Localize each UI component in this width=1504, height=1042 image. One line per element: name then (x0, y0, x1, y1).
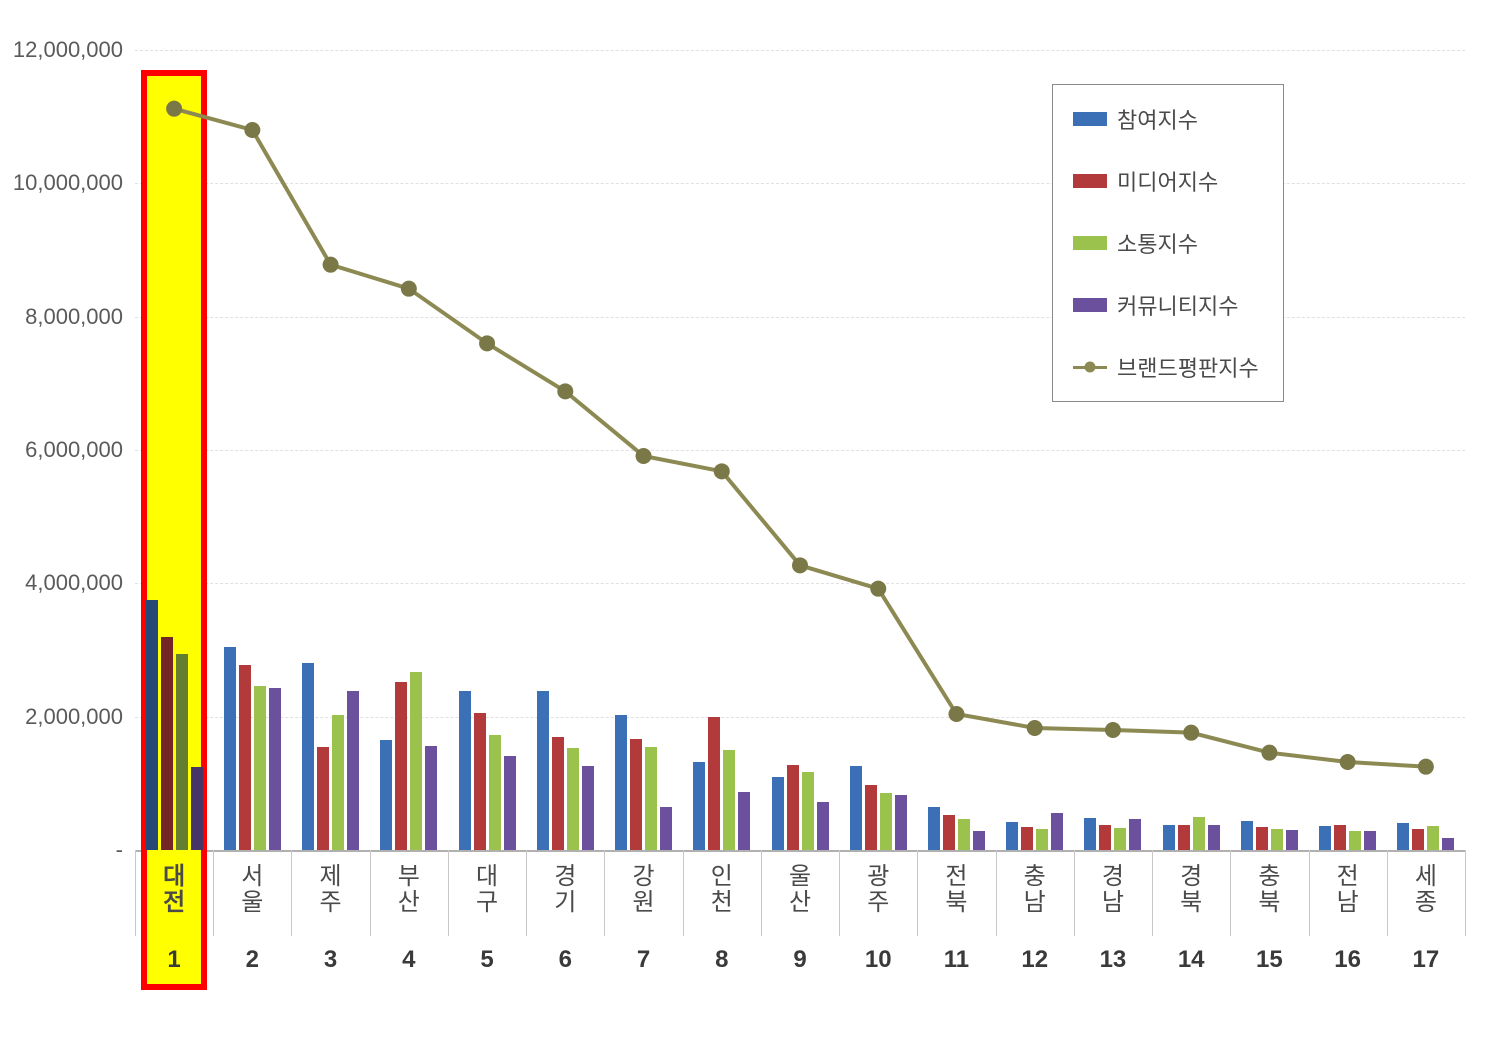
trend-marker (1340, 754, 1356, 770)
group-separator (1152, 850, 1153, 936)
group-separator (1465, 850, 1466, 936)
x-axis-rank: 4 (402, 850, 415, 974)
trend-marker (1261, 745, 1277, 761)
legend-swatch (1073, 236, 1107, 250)
trend-marker (557, 383, 573, 399)
trend-marker (1105, 722, 1121, 738)
legend-item: 미디어지수 (1073, 165, 1259, 197)
x-axis-rank: 3 (324, 850, 337, 974)
legend-label: 소통지수 (1117, 227, 1198, 259)
legend-label: 브랜드평판지수 (1117, 351, 1259, 383)
x-axis-rank: 5 (480, 850, 493, 974)
chart-container: - 2,000,000 4,000,000 6,000,000 8,000,000 10,… (0, 0, 1504, 1042)
legend-item: 소통지수 (1073, 227, 1259, 259)
legend-item: 커뮤니티지수 (1073, 289, 1259, 321)
x-axis-rank: 12 (1021, 850, 1048, 974)
x-axis-rank: 7 (637, 850, 650, 974)
legend-box: 참여지수미디어지수소통지수커뮤니티지수브랜드평판지수 (1052, 84, 1284, 402)
group-separator (761, 850, 762, 936)
legend-swatch (1073, 112, 1107, 126)
trend-marker (636, 448, 652, 464)
trend-marker (244, 122, 260, 138)
trend-marker (479, 335, 495, 351)
group-separator (526, 850, 527, 936)
x-axis-rank: 16 (1334, 850, 1361, 974)
group-separator (135, 850, 136, 936)
legend-label: 커뮤니티지수 (1117, 289, 1238, 321)
x-axis-rank: 15 (1256, 850, 1283, 974)
group-separator (917, 850, 918, 936)
x-axis-rank: 11 (944, 850, 969, 974)
group-separator (1230, 850, 1231, 936)
y-axis-label: 2,000,000 (25, 704, 123, 730)
legend-swatch (1073, 298, 1107, 312)
trend-marker (1183, 725, 1199, 741)
x-axis-rank: 14 (1178, 850, 1205, 974)
legend-swatch (1073, 174, 1107, 188)
group-separator (1387, 850, 1388, 936)
legend-swatch (1073, 360, 1107, 374)
y-axis-label: 4,000,000 (25, 570, 123, 596)
trend-marker (870, 581, 886, 597)
y-axis-label: 10,000,000 (13, 170, 123, 196)
legend-label: 참여지수 (1117, 103, 1198, 135)
group-separator (839, 850, 840, 936)
trend-marker (1418, 759, 1434, 775)
group-separator (291, 850, 292, 936)
y-axis-label: 8,000,000 (25, 304, 123, 330)
x-axis-rank: 8 (715, 850, 728, 974)
x-axis-rank: 9 (793, 850, 806, 974)
trend-marker (166, 101, 182, 117)
x-axis-rank: 6 (559, 850, 572, 974)
y-axis-label: - (116, 837, 123, 863)
y-axis-label: 6,000,000 (25, 437, 123, 463)
legend-item: 참여지수 (1073, 103, 1259, 135)
group-separator (448, 850, 449, 936)
group-separator (604, 850, 605, 936)
trend-marker (714, 463, 730, 479)
legend-label: 미디어지수 (1117, 165, 1218, 197)
group-separator (1074, 850, 1075, 936)
trend-marker (948, 706, 964, 722)
group-separator (683, 850, 684, 936)
group-separator (1309, 850, 1310, 936)
group-separator (370, 850, 371, 936)
x-axis-rank: 13 (1100, 850, 1127, 974)
trend-marker (323, 257, 339, 273)
group-separator (213, 850, 214, 936)
x-axis-rank: 10 (865, 850, 892, 974)
x-axis-rank: 17 (1413, 850, 1440, 974)
x-axis-rank: 2 (246, 850, 259, 974)
y-axis-label: 12,000,000 (13, 37, 123, 63)
group-separator (996, 850, 997, 936)
trend-marker (792, 557, 808, 573)
x-axis-rank: 1 (167, 850, 180, 974)
legend-item: 브랜드평판지수 (1073, 351, 1259, 383)
trend-marker (1027, 720, 1043, 736)
trend-marker (401, 281, 417, 297)
